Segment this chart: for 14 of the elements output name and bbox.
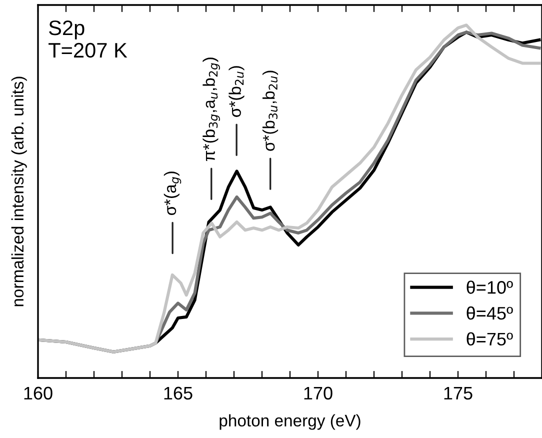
legend-label: θ=75º xyxy=(466,332,513,346)
legend-label: θ=45º xyxy=(466,306,513,320)
x-tick-label: 170 xyxy=(304,386,332,400)
x-tick-label: 160 xyxy=(24,386,52,400)
annotation: σ*(a$_{g}$) xyxy=(164,172,182,216)
annotation: π*(b$_{3g}$,a$_{u}$,b$_{2g}$) xyxy=(202,58,220,162)
x-axis-title: photon energy (eV) xyxy=(220,414,360,430)
x-tick-label: 175 xyxy=(444,386,472,400)
annotation: σ*(b$_{2u}$) xyxy=(228,66,244,117)
legend-label: θ=10º xyxy=(466,280,513,294)
x-tick-label: 165 xyxy=(164,386,192,400)
annotation: S2p T=207 K xyxy=(48,20,128,58)
annotation: σ*(b$_{3u}$,b$_{2u}$) xyxy=(262,70,278,151)
y-axis-title: normalized intensity (arb. units) xyxy=(11,76,27,306)
